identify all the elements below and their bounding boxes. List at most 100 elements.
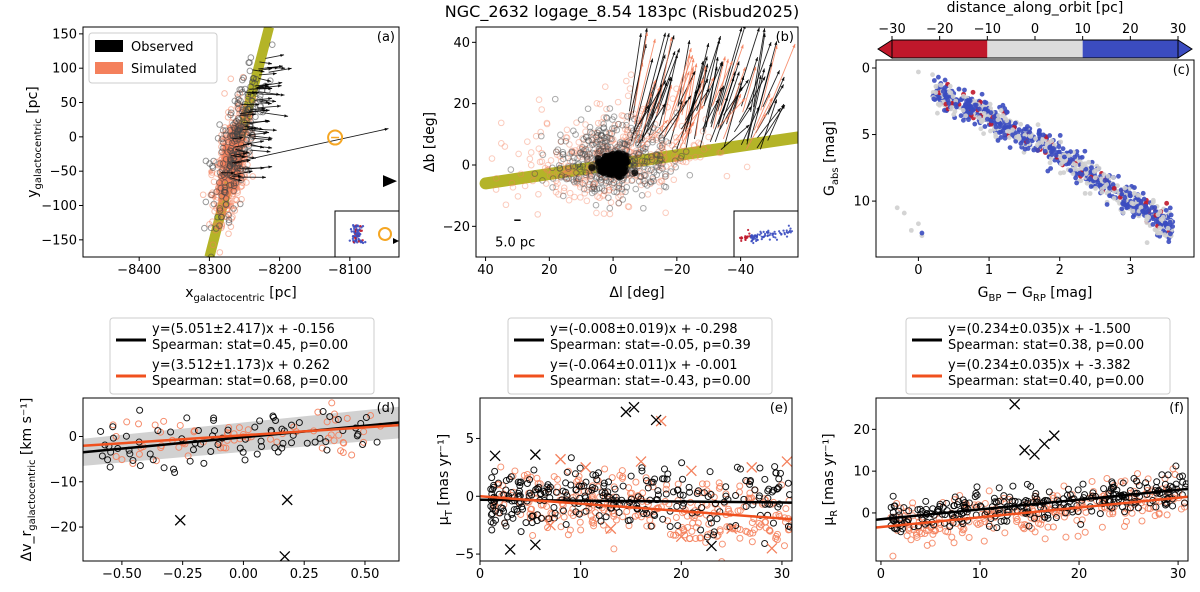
velocity-arrow-b-head — [757, 28, 760, 32]
xtick-label-a: −8200 — [258, 263, 302, 278]
cmd-star — [979, 119, 984, 124]
simulated-point-e — [749, 539, 755, 545]
simulated-point-b — [503, 202, 509, 208]
cmd-star — [1073, 176, 1078, 181]
simulated-point-e — [611, 546, 617, 552]
cmd-star — [936, 75, 941, 80]
observed-point-b — [633, 186, 639, 192]
cmd-star — [1048, 160, 1053, 165]
observed-point-f — [1080, 481, 1086, 487]
inset-point — [364, 241, 366, 243]
cmd-star — [1105, 202, 1110, 207]
simulated-point-b — [515, 194, 521, 200]
simulated-point-f — [1162, 476, 1168, 482]
inset-point-b — [752, 242, 754, 244]
fit-legend-stats: Spearman: stat=-0.05, p=0.39 — [550, 338, 751, 353]
cmd-star — [988, 110, 993, 115]
ytick-label-a: −50 — [50, 165, 77, 180]
observed-velocity-arrow-head — [273, 129, 277, 132]
observed-point-f — [1101, 486, 1107, 492]
simulated-point-f — [1089, 478, 1095, 484]
cmd-star — [1056, 144, 1061, 149]
x-axis-label-b: Δl [deg] — [609, 285, 664, 301]
cmd-star — [990, 119, 995, 124]
simulated-point-b — [525, 139, 531, 145]
cmd-star — [988, 102, 993, 107]
colorbar-bin — [892, 40, 987, 58]
cmd-star — [1143, 204, 1148, 209]
observed-point-f — [944, 500, 950, 506]
y-axis-label-d: Δv_rgalactocentric [km s⁻¹] — [19, 398, 38, 562]
cmd-star — [994, 125, 999, 130]
colorbar-label: distance_along_orbit [pc] — [947, 0, 1124, 16]
inset-point — [350, 228, 352, 230]
inset-point-b — [789, 227, 791, 229]
simulated-point-b — [584, 198, 590, 204]
outlier-d — [175, 515, 185, 525]
observed-velocity-arrow-head — [278, 82, 282, 85]
white-dwarf — [909, 228, 914, 233]
inset-point — [359, 230, 361, 232]
inset-point-b — [746, 236, 748, 238]
inset-point-b — [761, 236, 763, 238]
observed-point-f — [890, 493, 896, 499]
fit-legend-equation: y=(3.512±1.173)x + 0.262 — [152, 358, 330, 373]
cmd-star — [936, 96, 941, 101]
inset-point-b — [776, 239, 778, 241]
simulated-point-e — [719, 559, 725, 565]
inset-point-b — [764, 233, 766, 235]
observed-velocity-arrow-head — [288, 67, 292, 70]
simulated-point-f — [981, 538, 987, 544]
simulated-point-b — [548, 158, 554, 164]
xtick-label-d: 0.00 — [229, 567, 258, 582]
inset-point-b — [772, 236, 774, 238]
inset-point-b — [783, 232, 785, 234]
velocity-arrow-b — [768, 44, 795, 110]
observed-point-e — [772, 464, 778, 470]
x-axis-label-c-part0: G — [978, 285, 989, 301]
xtick-label-e: 30 — [774, 567, 791, 582]
outlier-d — [280, 551, 290, 561]
observed-point-d — [184, 415, 190, 421]
cmd-star — [1151, 222, 1156, 227]
ytick-label-a: 50 — [60, 96, 77, 111]
simulated-point-f — [1032, 529, 1038, 535]
inset-point — [349, 239, 351, 241]
ytick-label-a: 150 — [52, 27, 77, 42]
panel-label-d: (d) — [377, 401, 395, 416]
velocity-arrow-b-head — [718, 36, 721, 40]
simulated-point — [228, 76, 234, 82]
cmd-star — [1085, 181, 1090, 186]
outlier-orange-e — [782, 457, 792, 467]
cmd-star — [1141, 191, 1146, 196]
velocity-arrow-b-head — [694, 63, 697, 67]
observed-velocity-arrow-head — [268, 62, 272, 65]
inset-point-b — [778, 230, 780, 232]
plot-area-c — [895, 70, 1175, 245]
cmd-star — [1119, 206, 1124, 211]
observed-point-e — [489, 527, 495, 533]
inset-point — [359, 225, 361, 227]
cmd-star — [1136, 198, 1141, 203]
cmd-star — [1131, 201, 1136, 206]
observed-point-b — [508, 167, 514, 173]
inset-point — [352, 225, 354, 227]
observed-point-d — [98, 428, 104, 434]
xtick-label-c: 2 — [1056, 263, 1064, 278]
simulated-point-b — [615, 99, 621, 105]
cmd-star — [1047, 140, 1052, 145]
observed-point-e — [628, 473, 634, 479]
panel-a: ObservedSimulated−8400−8300−8200−8100−15… — [25, 27, 399, 304]
simulated-point-d — [177, 422, 183, 428]
cmd-star — [959, 113, 964, 118]
cmd-star — [1140, 209, 1145, 214]
simulated-point-b — [657, 188, 663, 194]
cmd-star — [1166, 239, 1171, 244]
cmd-star — [1119, 192, 1124, 197]
cmd-star — [961, 108, 966, 113]
simulated-point-d — [136, 421, 142, 427]
observed-point-d — [187, 458, 193, 464]
cmd-star — [943, 85, 948, 90]
fit-legend-stats: Spearman: stat=0.68, p=0.00 — [152, 374, 348, 389]
